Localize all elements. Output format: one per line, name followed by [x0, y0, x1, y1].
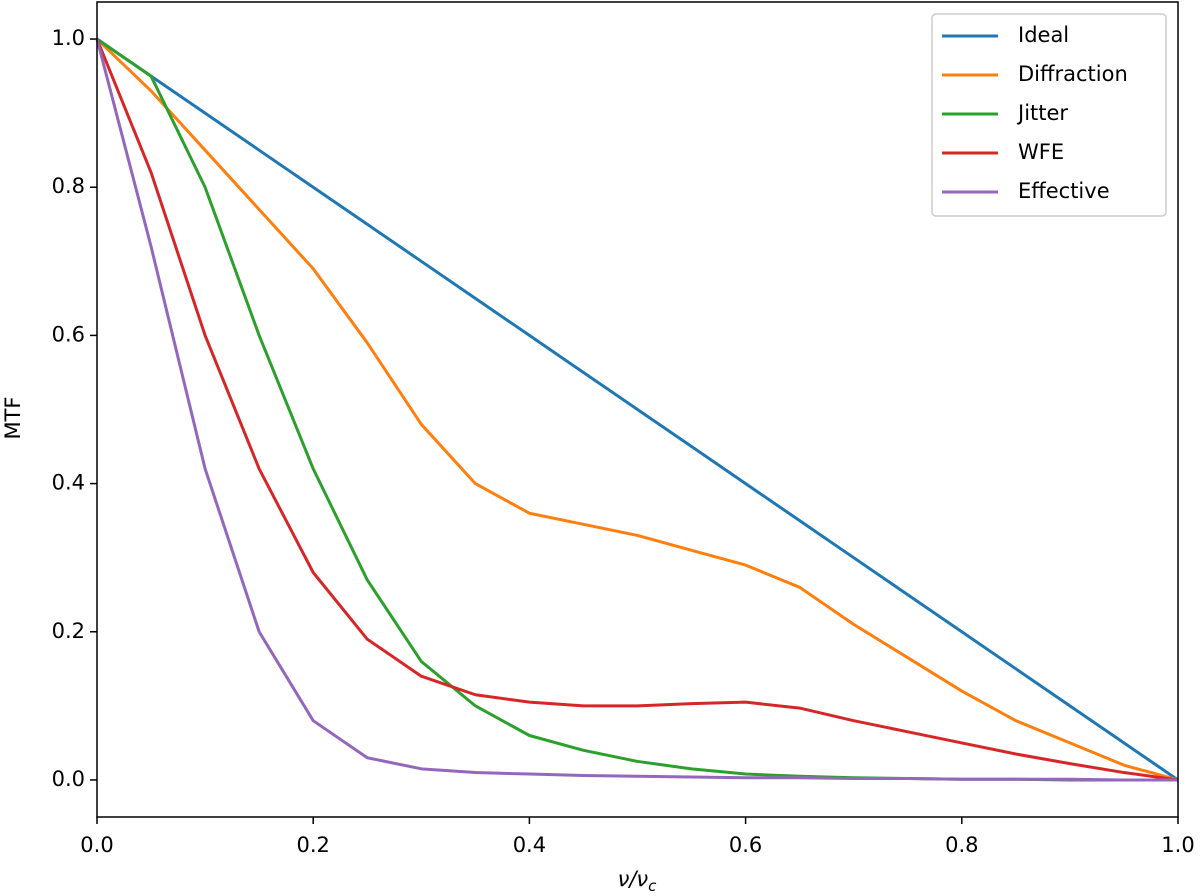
legend-label: Ideal: [1018, 23, 1069, 47]
plot-frame: [96, 1, 1179, 818]
x-tick-label: 1.0: [1161, 833, 1194, 857]
x-tick-label: 0.4: [513, 833, 546, 857]
legend-label: WFE: [1018, 140, 1064, 164]
y-tick-label: 0.0: [52, 767, 85, 791]
series-line: [95, 37, 1179, 782]
series-line: [95, 38, 1178, 782]
x-axis-label: ν/νc: [618, 867, 658, 895]
legend-label: Diffraction: [1018, 62, 1128, 86]
x-tick-label: 0.0: [80, 833, 113, 857]
x-tick-label: 0.2: [296, 833, 329, 857]
series-line: [95, 38, 1179, 782]
y-axis-label: MTF: [1, 396, 25, 439]
y-tick-label: 1.0: [52, 26, 85, 50]
legend-box: [931, 13, 1167, 217]
y-tick-label: 0.2: [52, 619, 85, 643]
y-tick-label: 0.4: [52, 471, 85, 495]
series-line: [96, 37, 1179, 782]
x-tick-label: 0.6: [729, 833, 762, 857]
x-axis-label-sub: c: [648, 877, 657, 895]
legend: Ideal Diffraction Jitter WFE Effective: [931, 13, 1167, 217]
x-axis-label-main: ν/ν: [618, 867, 649, 891]
legend-label: Jitter: [1016, 101, 1068, 125]
y-tick-label: 0.6: [52, 322, 85, 346]
legend-label: Effective: [1018, 179, 1110, 203]
y-tick-label: 0.8: [52, 174, 85, 198]
x-tick-label: 0.8: [945, 833, 978, 857]
